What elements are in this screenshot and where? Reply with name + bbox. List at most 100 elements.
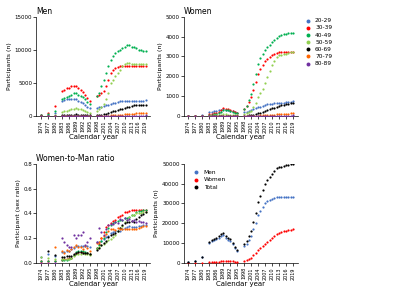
- Point: [131, 212, 137, 217]
- Point: [75, 233, 81, 238]
- 80-89: [276, 113, 282, 118]
- Point: [110, 218, 116, 223]
- Point: [117, 216, 123, 221]
- Point: [70, 253, 77, 258]
- Point: [84, 252, 91, 257]
- Point: [138, 225, 144, 229]
- Point: [66, 245, 72, 250]
- 40-49: [252, 72, 259, 77]
- 30-39: [248, 95, 254, 99]
- Point: [112, 220, 118, 224]
- Point: [87, 252, 93, 256]
- Point: [138, 111, 144, 116]
- Point: [114, 113, 121, 118]
- Point: [45, 113, 51, 118]
- 30-39: [229, 108, 236, 113]
- Point: [82, 113, 88, 118]
- Point: [61, 250, 68, 254]
- Women: [222, 258, 229, 263]
- Point: [38, 113, 44, 118]
- Point: [105, 222, 112, 227]
- Point: [112, 228, 118, 233]
- 80-89: [225, 113, 231, 118]
- 40-49: [264, 44, 271, 49]
- 40-49: [241, 107, 247, 111]
- Point: [63, 254, 70, 259]
- Total: [264, 178, 271, 183]
- Point: [52, 261, 58, 265]
- 40-49: [225, 108, 231, 113]
- Point: [112, 101, 118, 105]
- Women: [248, 255, 254, 260]
- 60-69: [269, 106, 275, 111]
- Point: [124, 218, 130, 223]
- Point: [80, 230, 86, 234]
- 70-79: [225, 113, 231, 118]
- Y-axis label: Participant (sex ratio): Participant (sex ratio): [16, 179, 21, 247]
- Total: [278, 164, 284, 169]
- Men: [257, 209, 264, 214]
- Point: [70, 113, 77, 118]
- Legend: 20-29, 30-39, 40-49, 50-59, 60-69, 70-79, 80-89: 20-29, 30-39, 40-49, 50-59, 60-69, 70-79…: [302, 18, 333, 67]
- 60-69: [283, 102, 289, 106]
- 70-79: [208, 113, 215, 118]
- Point: [128, 219, 135, 223]
- 30-39: [283, 50, 289, 55]
- Point: [87, 113, 93, 118]
- Point: [110, 77, 116, 82]
- Point: [126, 99, 132, 104]
- Point: [112, 51, 118, 56]
- Y-axis label: Participants (n): Participants (n): [154, 190, 159, 237]
- 20-29: [271, 101, 278, 106]
- Men: [276, 195, 282, 200]
- Women: [274, 232, 280, 236]
- 50-59: [248, 108, 254, 113]
- Point: [73, 113, 79, 118]
- Point: [75, 98, 81, 103]
- 40-49: [260, 52, 266, 57]
- Total: [271, 169, 278, 174]
- Total: [185, 260, 192, 264]
- Point: [38, 112, 44, 117]
- Point: [117, 225, 123, 230]
- 50-59: [280, 52, 287, 57]
- Point: [122, 220, 128, 225]
- Point: [84, 96, 91, 101]
- Point: [77, 107, 84, 112]
- Point: [98, 243, 105, 248]
- 80-89: [241, 113, 247, 118]
- Point: [108, 222, 114, 227]
- Women: [227, 259, 234, 263]
- Point: [119, 64, 126, 69]
- 20-29: [288, 99, 294, 104]
- Men: [278, 195, 284, 200]
- 70-79: [192, 114, 199, 118]
- 40-49: [262, 48, 268, 53]
- Men: [246, 238, 252, 243]
- 60-69: [234, 113, 240, 118]
- 40-49: [246, 98, 252, 103]
- Point: [110, 230, 116, 234]
- Point: [80, 251, 86, 255]
- Point: [66, 85, 72, 90]
- Point: [142, 49, 149, 54]
- Men: [290, 195, 296, 200]
- Point: [103, 238, 109, 243]
- Point: [38, 259, 44, 263]
- Point: [117, 226, 123, 231]
- 40-49: [285, 30, 292, 35]
- Point: [110, 113, 116, 118]
- Point: [75, 113, 81, 118]
- 40-49: [255, 62, 261, 67]
- Point: [87, 251, 93, 256]
- Point: [108, 222, 114, 226]
- Point: [75, 250, 81, 255]
- Women: [257, 245, 264, 250]
- Women: [243, 258, 250, 263]
- Point: [87, 248, 93, 253]
- Total: [262, 182, 268, 187]
- Point: [140, 62, 146, 67]
- Point: [61, 254, 68, 259]
- Point: [82, 93, 88, 97]
- Point: [138, 208, 144, 213]
